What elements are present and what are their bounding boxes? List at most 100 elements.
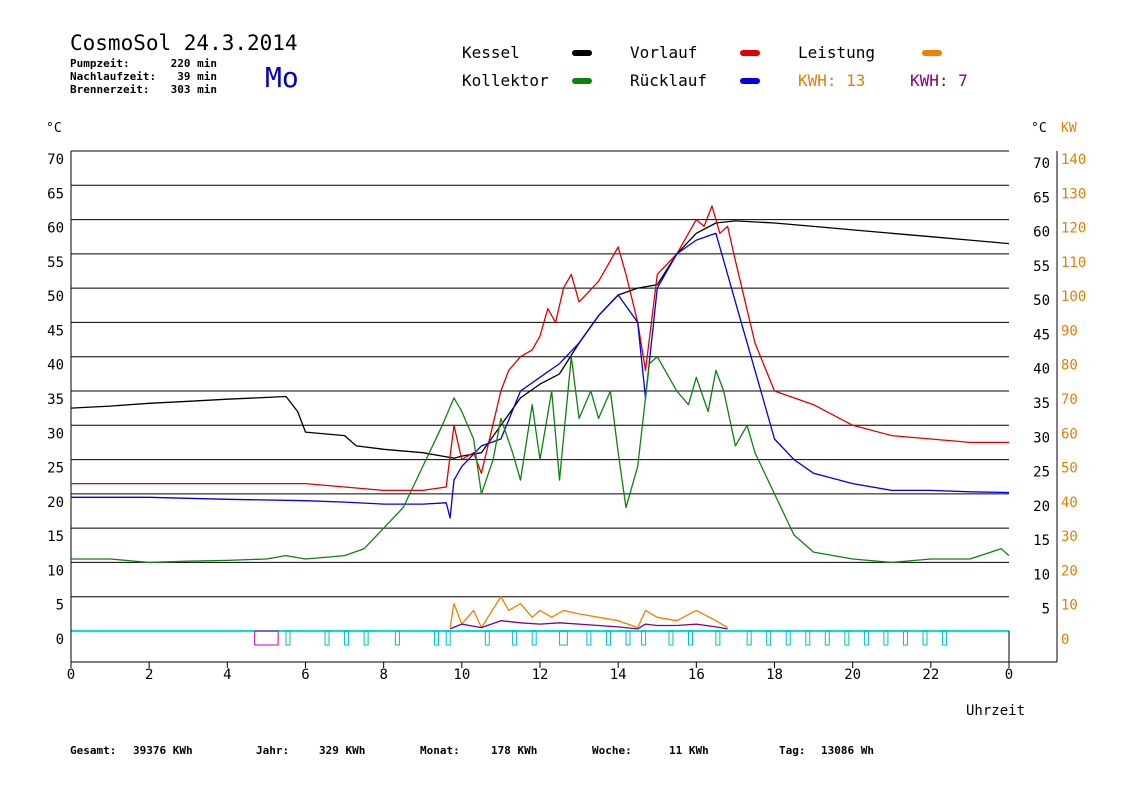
stat-label: Brennerzeit: (70, 83, 149, 96)
footer-label: Tag: (779, 744, 806, 757)
chart-title: CosmoSol 24.3.2014 (70, 31, 298, 55)
legend-label: Kollektor (462, 71, 549, 90)
kwh-label: KWH: 13 (798, 71, 865, 90)
legend: Kessel Vorlauf Leistung Kollektor Rücklauf KW… (462, 43, 968, 90)
kw-tick-label: 20 (1061, 563, 1078, 579)
legend-swatch (740, 50, 760, 56)
y-tick-label: 0 (56, 632, 64, 648)
y-tick-label-right: 45 (1033, 327, 1050, 343)
stat-value: 303 min (171, 83, 217, 96)
y-tick-label: 30 (47, 426, 64, 442)
x-tick-label: 20 (844, 667, 861, 683)
pump-marker (902, 630, 908, 646)
kw-tick-label: 120 (1061, 221, 1086, 237)
kw-tick-label: 60 (1061, 426, 1078, 442)
pump-marker (285, 630, 291, 646)
pump-marker (254, 630, 279, 646)
x-tick-label: 16 (688, 667, 705, 683)
x-tick-label: 22 (922, 667, 939, 683)
legend-swatch (922, 50, 942, 56)
stat-value: 39 min (177, 70, 217, 83)
legend-label: Vorlauf (630, 43, 697, 62)
y-tick-label-right: 25 (1033, 465, 1050, 481)
pump-marker (512, 630, 518, 646)
y-tick-label: 25 (47, 461, 64, 477)
pump-markers (254, 630, 948, 646)
kw-tick-label: 40 (1061, 495, 1078, 511)
footer-label: Gesamt: (70, 744, 116, 757)
pump-marker (922, 630, 928, 646)
footer-label: Woche: (592, 744, 632, 757)
stats-block: Pumpzeit: 220 min Nachlaufzeit: 39 min Brenn… (70, 57, 217, 96)
y-tick-label: 45 (47, 323, 64, 339)
pump-marker (324, 630, 330, 646)
kw-tick-label: 80 (1061, 358, 1078, 374)
x-tick-label: 8 (379, 667, 387, 683)
y-tick-label-right: 55 (1033, 259, 1050, 275)
pump-marker (805, 630, 811, 646)
kw-tick-label: 100 (1061, 289, 1086, 305)
pump-marker (394, 630, 400, 646)
pump-marker (785, 630, 791, 646)
axes: °C °C KW0510152025303540455055606570510152… (46, 121, 1086, 719)
kw-tick-label: 50 (1061, 461, 1078, 477)
y-axis-label-right: °C (1031, 121, 1047, 136)
pump-marker (605, 630, 611, 646)
x-tick-label: 0 (1005, 667, 1013, 683)
y-tick-label: 70 (47, 152, 64, 168)
pump-marker (942, 630, 948, 646)
legend-label: Kessel (462, 43, 520, 62)
footer-value: 178 KWh (491, 744, 537, 757)
x-tick-label: 2 (145, 667, 153, 683)
pump-marker (883, 630, 889, 646)
stat-value: 220 min (171, 57, 217, 70)
footer-value: 329 KWh (319, 744, 365, 757)
y-tick-label-right: 65 (1033, 190, 1050, 206)
kw-tick-label: 10 (1061, 598, 1078, 614)
series-lines (70, 205, 1010, 630)
series-line (71, 356, 1010, 564)
y-tick-label: 20 (47, 495, 64, 511)
y-axis-label-left: °C (46, 121, 62, 136)
y-tick-label-right: 15 (1033, 533, 1050, 549)
legend-swatch (572, 78, 592, 84)
footer-value: 11 KWh (669, 744, 709, 757)
y-tick-label-right: 50 (1033, 293, 1050, 309)
pump-marker (433, 630, 439, 646)
pump-marker (824, 630, 830, 646)
y-axis-label-kw: KW (1061, 121, 1077, 136)
y-tick-label: 5 (56, 598, 64, 614)
pump-marker (363, 630, 369, 646)
pump-marker (445, 630, 451, 646)
x-tick-label: 14 (610, 667, 627, 683)
grid (71, 150, 1009, 632)
footer-label: Monat: (420, 744, 460, 757)
stat-label: Pumpzeit: (70, 57, 130, 70)
kw-tick-label: 130 (1061, 186, 1086, 202)
pump-marker (746, 630, 752, 646)
x-tick-label: 6 (301, 667, 309, 683)
y-tick-label: 60 (47, 221, 64, 237)
y-tick-label-right: 60 (1033, 225, 1050, 241)
y-tick-label: 35 (47, 392, 64, 408)
x-tick-label: 10 (453, 667, 470, 683)
y-tick-label-right: 20 (1033, 499, 1050, 515)
stat-label: Nachlaufzeit: (70, 70, 156, 83)
kw-tick-label: 90 (1061, 323, 1078, 339)
pump-marker (531, 630, 537, 646)
y-tick-label-right: 30 (1033, 430, 1050, 446)
y-tick-label: 10 (47, 563, 64, 579)
pump-marker (559, 630, 568, 646)
series-line (449, 596, 728, 629)
footer-label: Jahr: (256, 744, 289, 757)
legend-swatch (740, 78, 760, 84)
pump-marker (863, 630, 869, 646)
legend-label: Rücklauf (630, 71, 707, 90)
series-line (71, 205, 1009, 492)
x-tick-label: 12 (532, 667, 549, 683)
footer: Gesamt: 39376 KWh Jahr: 329 KWh Monat: 178 KW… (70, 744, 874, 757)
series-line (71, 232, 1010, 519)
kw-tick-label: 30 (1061, 529, 1078, 545)
kw-tick-label: 140 (1061, 152, 1086, 168)
